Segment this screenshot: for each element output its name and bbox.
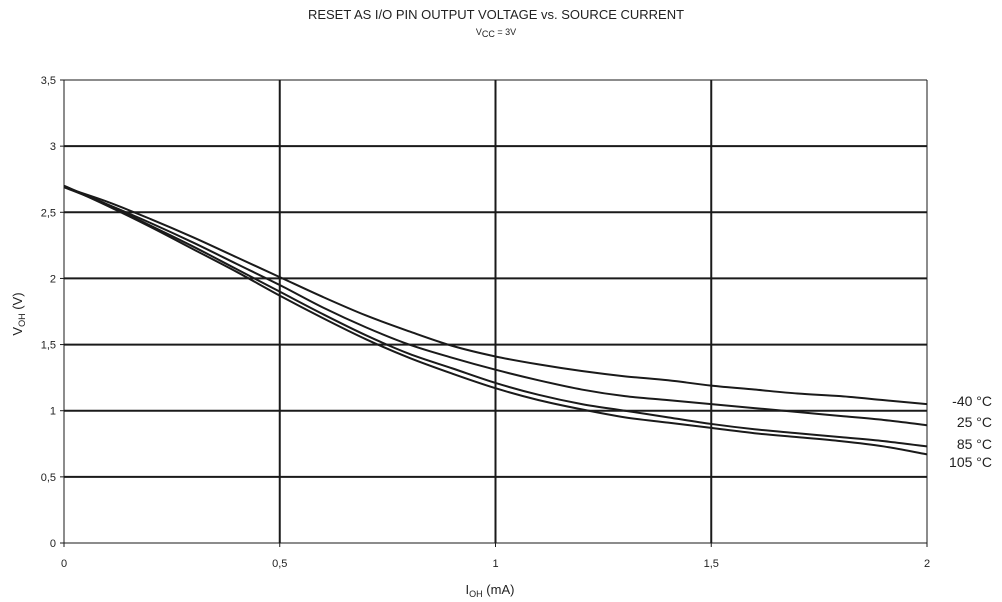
y-tick-label: 3 bbox=[50, 141, 56, 153]
y-tick-label: 2 bbox=[50, 273, 56, 285]
y-axis-label: VOH (V) bbox=[10, 292, 27, 335]
series-labels: -40 °C 25 °C 85 °C 105 °C bbox=[949, 393, 992, 470]
y-tick-label: 3,5 bbox=[41, 75, 56, 87]
y-tick-label: 0,5 bbox=[41, 472, 56, 484]
y-tick-label: 2,5 bbox=[41, 207, 56, 219]
xlabel-main: I bbox=[466, 582, 470, 597]
ylabel-rest: (V) bbox=[10, 292, 25, 313]
series-line bbox=[63, 184, 928, 448]
subtitle-rest: = 3V bbox=[495, 27, 516, 37]
y-tick-label: 1 bbox=[50, 406, 56, 418]
y-tick-label: 0 bbox=[50, 538, 56, 550]
x-tick-label: 2 bbox=[924, 558, 930, 570]
series-lines bbox=[63, 184, 928, 456]
xlabel-sub: OH bbox=[469, 589, 483, 599]
series-label: 85 °C bbox=[957, 436, 992, 452]
subtitle-main: V bbox=[476, 27, 482, 37]
ylabel-main: V bbox=[10, 327, 25, 336]
x-tick-label: 1,5 bbox=[704, 558, 719, 570]
x-tick-label: 1 bbox=[492, 558, 498, 570]
x-tick-labels: 0 0,5 1 1,5 2 bbox=[61, 558, 930, 570]
x-tick-label: 0 bbox=[61, 558, 67, 570]
series-label: 105 °C bbox=[949, 454, 992, 470]
chart-subtitle: VCC = 3V bbox=[476, 27, 516, 39]
subtitle-sub: CC bbox=[482, 29, 495, 39]
series-line bbox=[63, 186, 928, 427]
xlabel-rest: (mA) bbox=[483, 582, 515, 597]
x-axis-label: IOH (mA) bbox=[466, 582, 515, 599]
x-tick-label: 0,5 bbox=[272, 558, 287, 570]
series-line bbox=[63, 186, 928, 406]
chart-title: RESET AS I/O PIN OUTPUT VOLTAGE vs. SOUR… bbox=[308, 7, 684, 22]
y-tick-labels: 0 0,5 1 1,5 2 2,5 3 3,5 bbox=[41, 75, 56, 550]
series-line bbox=[63, 184, 928, 456]
y-tick-label: 1,5 bbox=[41, 340, 56, 352]
series-label: -40 °C bbox=[952, 393, 992, 409]
grid bbox=[60, 79, 928, 547]
series-label: 25 °C bbox=[957, 414, 992, 430]
ylabel-sub: OH bbox=[17, 313, 27, 327]
